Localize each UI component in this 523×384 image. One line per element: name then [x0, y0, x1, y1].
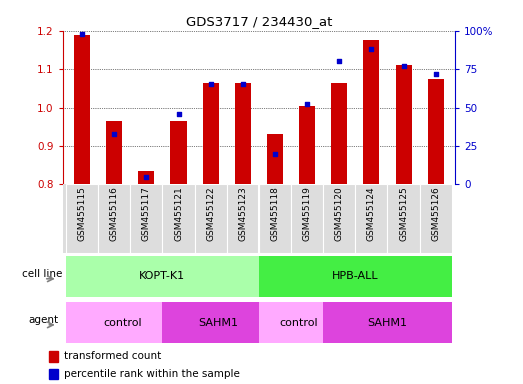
- Bar: [163, 184, 195, 253]
- Text: GSM455116: GSM455116: [110, 186, 119, 241]
- Text: SAHM1: SAHM1: [368, 318, 407, 328]
- Bar: [49, 351, 59, 362]
- Bar: [66, 184, 98, 253]
- Point: [335, 58, 344, 65]
- Text: SAHM1: SAHM1: [199, 318, 238, 328]
- Bar: [138, 171, 154, 184]
- Point: [303, 101, 311, 108]
- Point: [431, 71, 440, 77]
- Bar: [363, 40, 380, 184]
- Text: KOPT-K1: KOPT-K1: [139, 271, 186, 281]
- Bar: [355, 184, 388, 253]
- Bar: [235, 83, 251, 184]
- Text: GSM455118: GSM455118: [270, 186, 279, 241]
- Text: GSM455120: GSM455120: [335, 186, 344, 241]
- Bar: [291, 184, 323, 253]
- Bar: [259, 184, 291, 253]
- Point: [207, 81, 215, 88]
- Bar: [299, 106, 315, 184]
- Text: transformed count: transformed count: [64, 351, 161, 361]
- Text: HPB-ALL: HPB-ALL: [332, 271, 379, 281]
- Bar: [98, 184, 130, 253]
- Bar: [419, 184, 452, 253]
- Text: GSM455124: GSM455124: [367, 186, 376, 241]
- Bar: [170, 121, 187, 184]
- Text: GSM455121: GSM455121: [174, 186, 183, 241]
- Bar: [388, 184, 419, 253]
- Text: GSM455117: GSM455117: [142, 186, 151, 241]
- Point: [367, 46, 376, 52]
- Text: agent: agent: [28, 315, 59, 325]
- Bar: [395, 65, 412, 184]
- Point: [400, 63, 408, 69]
- Text: control: control: [280, 318, 319, 328]
- Bar: [130, 184, 163, 253]
- Bar: [66, 302, 178, 343]
- Text: GSM455115: GSM455115: [77, 186, 86, 241]
- Text: percentile rank within the sample: percentile rank within the sample: [64, 369, 240, 379]
- Bar: [323, 184, 355, 253]
- Text: GSM455125: GSM455125: [399, 186, 408, 241]
- Bar: [428, 79, 444, 184]
- Bar: [331, 83, 347, 184]
- Title: GDS3717 / 234430_at: GDS3717 / 234430_at: [186, 15, 332, 28]
- Text: GSM455119: GSM455119: [303, 186, 312, 241]
- Point: [174, 111, 183, 117]
- Point: [78, 31, 86, 37]
- Text: GSM455123: GSM455123: [238, 186, 247, 241]
- Bar: [259, 256, 452, 297]
- Text: GSM455126: GSM455126: [431, 186, 440, 241]
- Point: [142, 174, 151, 180]
- Bar: [195, 184, 227, 253]
- Bar: [106, 121, 122, 184]
- Bar: [49, 369, 59, 379]
- Text: cell line: cell line: [22, 269, 62, 279]
- Point: [110, 131, 118, 137]
- Text: control: control: [103, 318, 142, 328]
- Bar: [227, 184, 259, 253]
- Bar: [66, 256, 259, 297]
- Bar: [259, 302, 339, 343]
- Text: GSM455122: GSM455122: [206, 186, 215, 241]
- Point: [238, 81, 247, 88]
- Bar: [163, 302, 275, 343]
- Bar: [267, 134, 283, 184]
- Point: [271, 151, 279, 157]
- Bar: [202, 83, 219, 184]
- Bar: [323, 302, 452, 343]
- Bar: [74, 35, 90, 184]
